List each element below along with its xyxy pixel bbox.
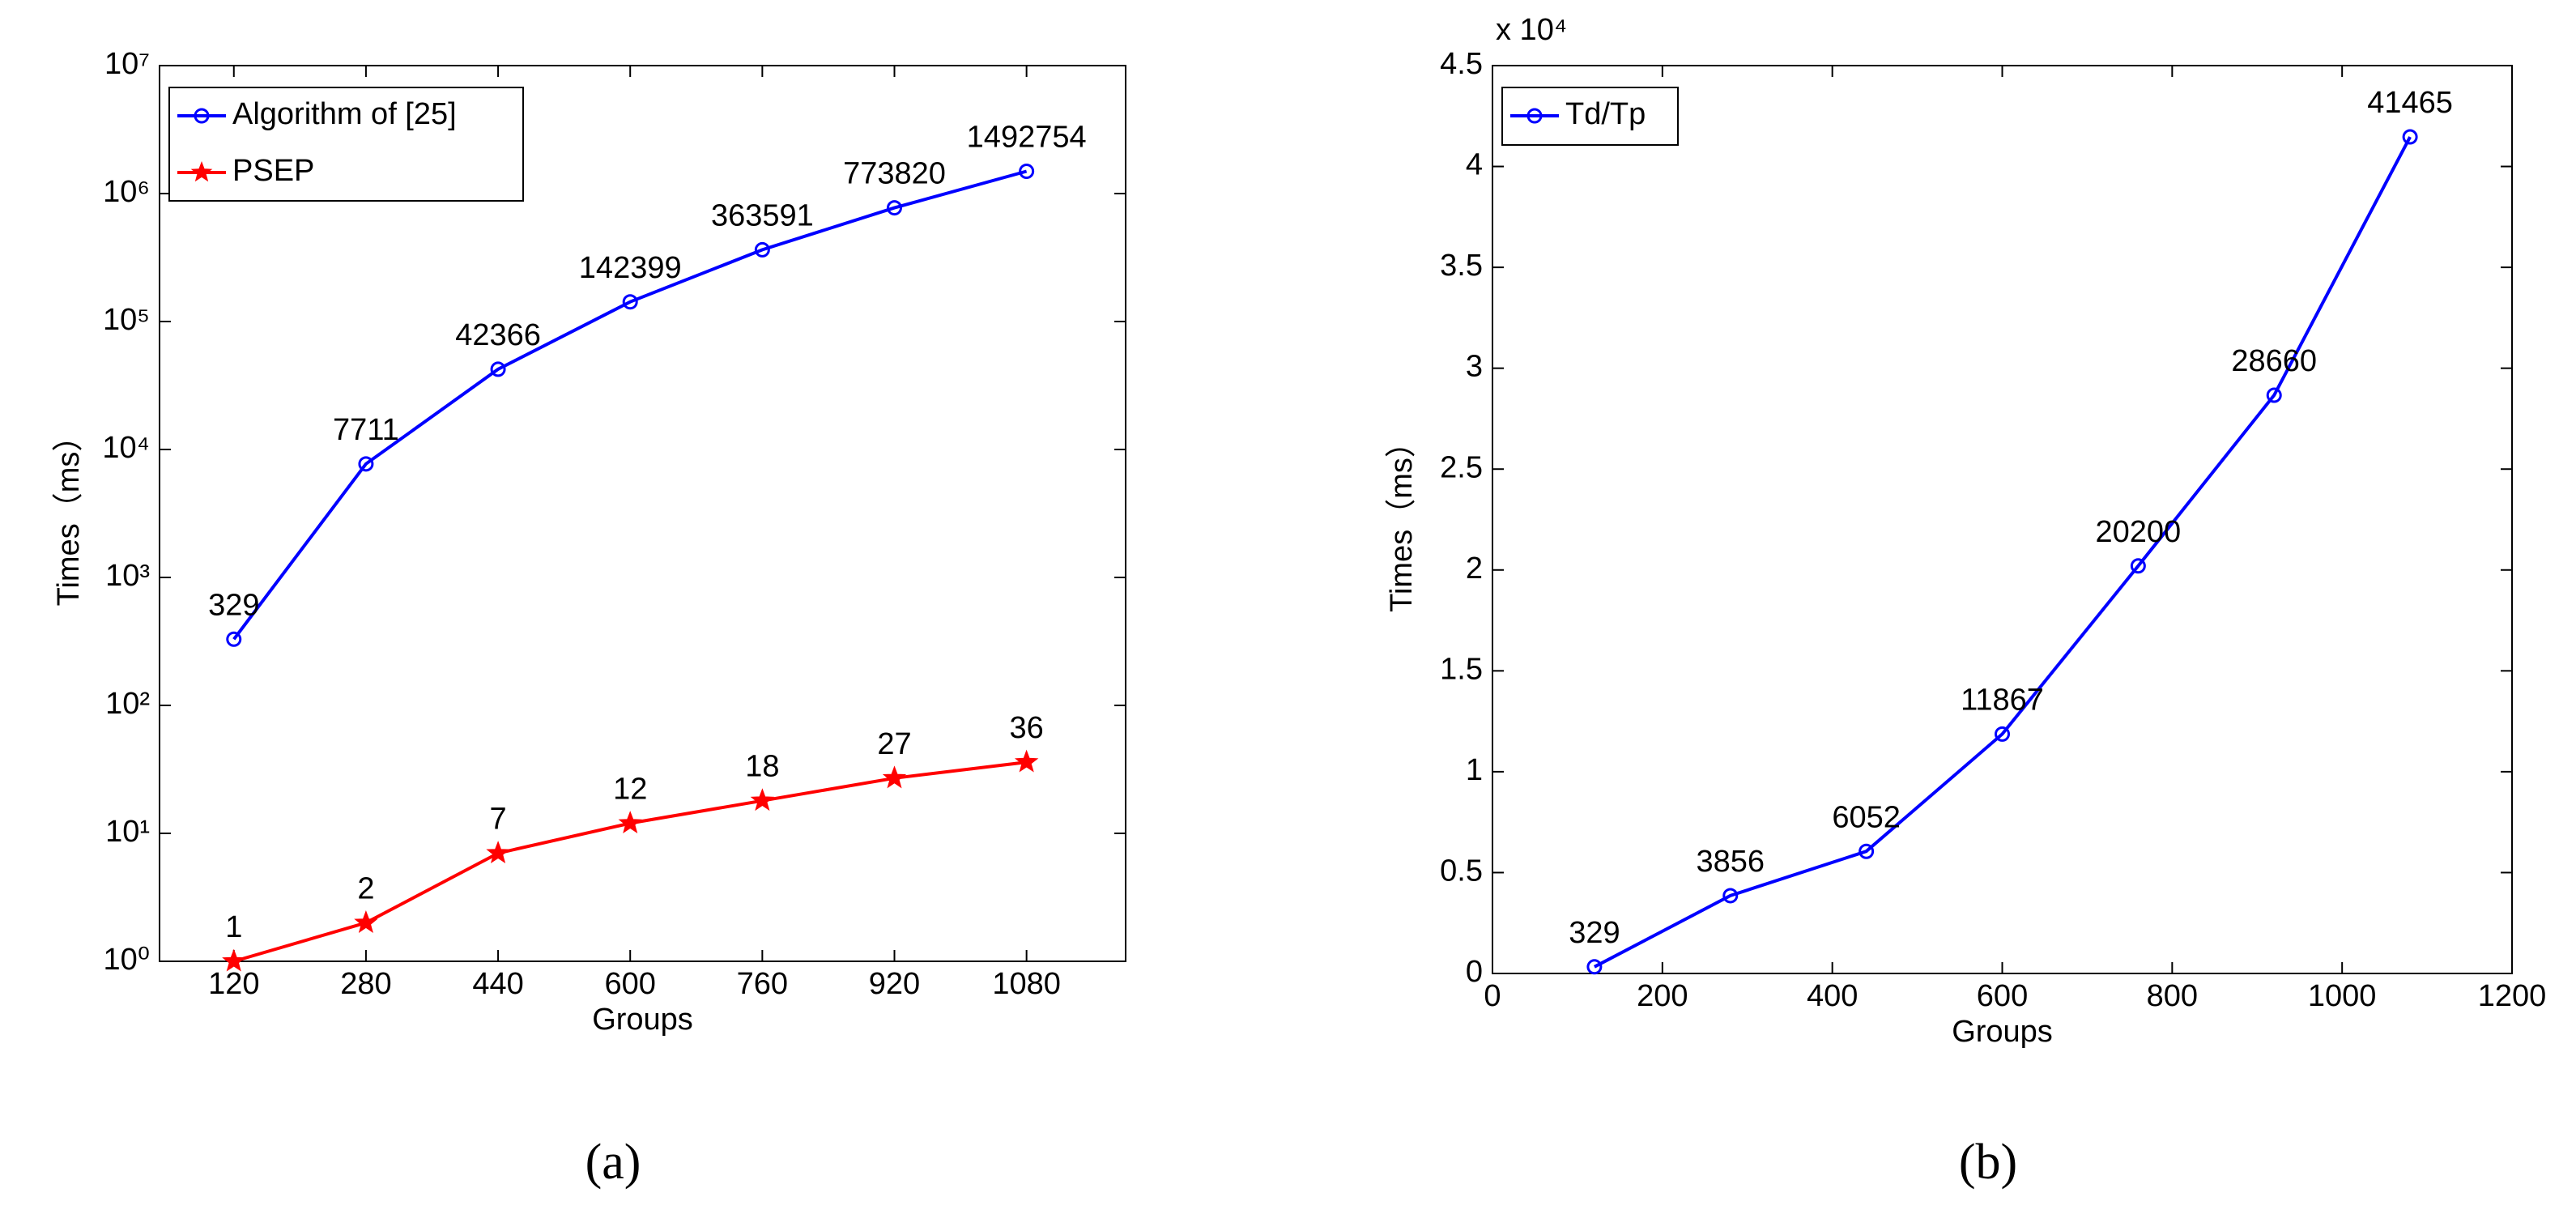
y-axis-label: Times（ms） bbox=[1385, 427, 1419, 612]
marker bbox=[882, 765, 907, 789]
marker bbox=[486, 841, 510, 863]
series-line bbox=[232, 169, 1028, 641]
data-label: 363591 bbox=[711, 198, 814, 232]
x-tick-label: 1000 bbox=[2308, 979, 2377, 1013]
y-tick-label: 4 bbox=[1466, 148, 1483, 182]
data-label: 41465 bbox=[2367, 86, 2453, 120]
y-axis-label: Times（ms） bbox=[52, 421, 86, 607]
data-label: 12 bbox=[613, 773, 647, 807]
x-tick-label: 920 bbox=[869, 967, 920, 1001]
caption: (b) bbox=[1959, 1135, 2017, 1190]
x-axis-label: Groups bbox=[592, 1003, 693, 1037]
y-tick-label: 3 bbox=[1466, 350, 1483, 384]
data-label: 6052 bbox=[1832, 800, 1901, 834]
y-multiplier: x 10⁴ bbox=[1496, 13, 1567, 47]
y-tick-label: 4.5 bbox=[1440, 47, 1483, 81]
x-tick-label: 600 bbox=[605, 967, 656, 1001]
y-tick-label: 2 bbox=[1466, 552, 1483, 586]
x-tick-label: 1200 bbox=[2478, 979, 2547, 1013]
plot-frame bbox=[1492, 65, 2513, 974]
y-tick-label: 10⁶ bbox=[103, 175, 150, 209]
x-tick-label: 280 bbox=[340, 967, 391, 1001]
marker bbox=[222, 948, 246, 972]
y-tick-label: 10⁰ bbox=[103, 943, 150, 977]
y-tick-label: 0.5 bbox=[1440, 854, 1483, 888]
y-tick-label: 1 bbox=[1466, 753, 1483, 787]
data-label: 2 bbox=[357, 871, 374, 905]
x-tick-label: 0 bbox=[1484, 979, 1501, 1013]
marker bbox=[754, 241, 770, 258]
data-label: 20200 bbox=[2096, 515, 2182, 549]
data-label: 18 bbox=[745, 750, 779, 784]
legend-marker bbox=[194, 108, 210, 124]
data-label: 27 bbox=[877, 727, 911, 761]
marker bbox=[2402, 129, 2418, 145]
legend-box bbox=[168, 87, 524, 202]
y-tick-label: 10³ bbox=[105, 559, 150, 593]
data-label: 142399 bbox=[579, 251, 682, 285]
marker bbox=[1586, 959, 1603, 975]
marker bbox=[1859, 843, 1875, 859]
x-tick-label: 760 bbox=[737, 967, 788, 1001]
y-tick-label: 10⁴ bbox=[102, 431, 150, 465]
legend-label: PSEP bbox=[232, 154, 314, 188]
marker bbox=[490, 361, 506, 377]
marker bbox=[2266, 387, 2282, 403]
y-tick-label: 0 bbox=[1466, 955, 1483, 989]
y-tick-label: 3.5 bbox=[1440, 249, 1483, 283]
marker bbox=[1019, 164, 1035, 180]
marker bbox=[618, 811, 642, 833]
marker bbox=[1995, 726, 2010, 742]
data-label: 329 bbox=[1569, 916, 1620, 950]
chart: 120 280 440 600 760 920 1080 10⁰ 10¹ 10² 10³ 10⁴ 10⁵… bbox=[52, 47, 1126, 1190]
data-label: 773820 bbox=[843, 157, 946, 191]
x-tick-label: 120 bbox=[208, 967, 259, 1001]
chart: 0 200 400 600 800 1000 1200 0 0.5 1 1.5 2 2.5 3 3.5 4 4.… bbox=[1385, 13, 2546, 1190]
x-tick-label: 600 bbox=[1977, 979, 2028, 1013]
y-tick-label: 10⁷ bbox=[104, 47, 150, 81]
x-tick-label: 1080 bbox=[992, 967, 1061, 1001]
y-tick-label: 2.5 bbox=[1440, 450, 1483, 484]
data-label: 42366 bbox=[455, 318, 541, 352]
y-tick-label: 10⁵ bbox=[103, 303, 150, 337]
data-label: 329 bbox=[208, 588, 259, 622]
marker bbox=[226, 631, 242, 647]
x-tick-label: 200 bbox=[1637, 979, 1688, 1013]
marker bbox=[2130, 558, 2146, 574]
marker bbox=[622, 294, 638, 310]
y-tick-label: 10¹ bbox=[105, 815, 150, 849]
y-tick-label: 1.5 bbox=[1440, 652, 1483, 686]
legend-label: Algorithm of [25] bbox=[232, 97, 457, 131]
caption: (a) bbox=[585, 1135, 641, 1190]
data-label: 11867 bbox=[1961, 683, 2044, 717]
marker bbox=[1014, 749, 1039, 773]
y-tick-label: 10² bbox=[105, 687, 150, 721]
data-label: 7711 bbox=[333, 413, 399, 447]
marker bbox=[750, 788, 775, 811]
legend-box bbox=[1501, 87, 1679, 146]
marker bbox=[354, 909, 378, 933]
x-tick-label: 400 bbox=[1807, 979, 1858, 1013]
legend-marker bbox=[1526, 108, 1543, 124]
data-label: 3856 bbox=[1696, 845, 1765, 879]
data-label: 28660 bbox=[2231, 344, 2317, 378]
data-label: 1492754 bbox=[967, 121, 1087, 155]
legend-label: Td/Tp bbox=[1565, 97, 1646, 131]
marker bbox=[1722, 888, 1739, 904]
plot-frame bbox=[159, 65, 1126, 962]
data-label: 1 bbox=[225, 910, 242, 944]
marker bbox=[358, 456, 374, 472]
legend-marker bbox=[190, 161, 213, 182]
x-axis-label: Groups bbox=[1952, 1015, 2053, 1049]
x-tick-label: 800 bbox=[2147, 979, 2198, 1013]
data-label: 36 bbox=[1010, 711, 1044, 745]
series-line bbox=[1593, 136, 2412, 969]
marker bbox=[886, 200, 902, 216]
data-label: 7 bbox=[489, 803, 506, 837]
x-tick-label: 440 bbox=[472, 967, 523, 1001]
